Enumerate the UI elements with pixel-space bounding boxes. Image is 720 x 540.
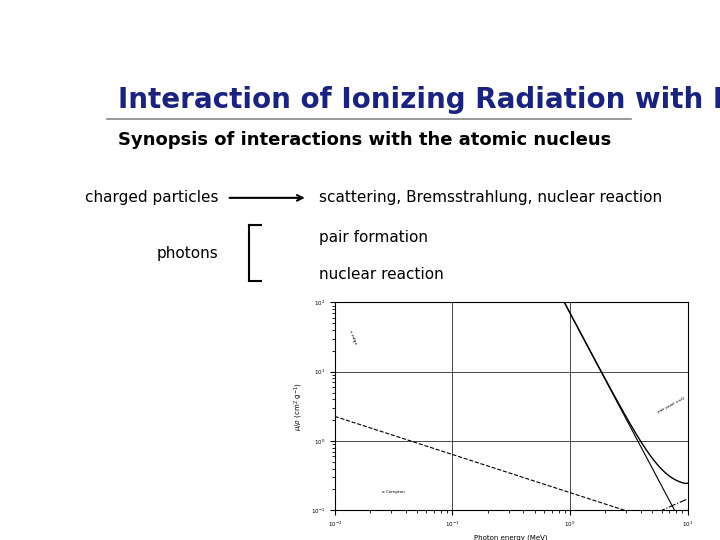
Text: Interaction of Ionizing Radiation with Matter: Interaction of Ionizing Radiation with M… (118, 85, 720, 113)
Y-axis label: $\mu/\rho$ (cm$^2$ g$^{-1}$): $\mu/\rho$ (cm$^2$ g$^{-1}$) (293, 382, 305, 431)
Text: nuclear reaction: nuclear reaction (319, 267, 444, 282)
Text: Synopsis of interactions with the atomic nucleus: Synopsis of interactions with the atomic… (118, 131, 611, 150)
Text: charged particles: charged particles (85, 191, 218, 205)
Text: 4: 4 (621, 458, 631, 476)
Text: pair prod. κ≈G: pair prod. κ≈G (657, 397, 685, 414)
X-axis label: Photon energy (MeV): Photon energy (MeV) (474, 535, 548, 540)
Text: σ Compton: σ Compton (382, 490, 405, 494)
Text: scattering, Bremsstrahlung, nuclear reaction: scattering, Bremsstrahlung, nuclear reac… (319, 191, 662, 205)
Text: τ edge: τ edge (348, 330, 358, 346)
Text: photons: photons (156, 246, 218, 261)
Text: pair formation: pair formation (319, 230, 428, 245)
